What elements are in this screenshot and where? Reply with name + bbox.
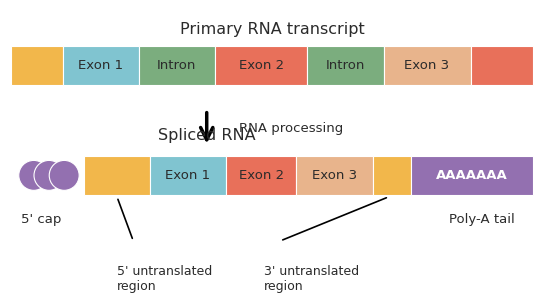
Text: Intron: Intron [326,59,365,72]
Text: Exon 1: Exon 1 [78,59,123,72]
Text: Primary RNA transcript: Primary RNA transcript [180,22,364,37]
Text: Exon 2: Exon 2 [239,59,283,72]
Bar [384,46,471,85]
Text: Exon 1: Exon 1 [165,169,210,182]
Bar [139,46,215,85]
Bar [471,46,533,85]
Text: Spliced RNA: Spliced RNA [158,128,256,143]
Text: Exon 2: Exon 2 [239,169,283,182]
Bar [411,156,533,195]
Bar [226,156,296,195]
Text: 3' untranslated
region: 3' untranslated region [264,265,359,293]
Bar [150,156,226,195]
Bar [215,46,307,85]
Text: 5' untranslated
region: 5' untranslated region [117,265,212,293]
Text: 5' cap: 5' cap [21,214,61,227]
Bar [63,46,139,85]
Text: Exon 3: Exon 3 [312,169,357,182]
Ellipse shape [18,160,49,190]
Bar [296,156,373,195]
Text: Intron: Intron [157,59,196,72]
Text: Poly-A tail: Poly-A tail [449,214,514,227]
Bar [84,156,150,195]
Bar [373,156,411,195]
Bar [11,46,63,85]
Text: AAAAAAA: AAAAAAA [436,169,508,182]
Ellipse shape [49,160,79,190]
Text: RNA processing: RNA processing [239,122,344,135]
Ellipse shape [34,160,64,190]
Bar [307,46,384,85]
Text: Exon 3: Exon 3 [405,59,449,72]
